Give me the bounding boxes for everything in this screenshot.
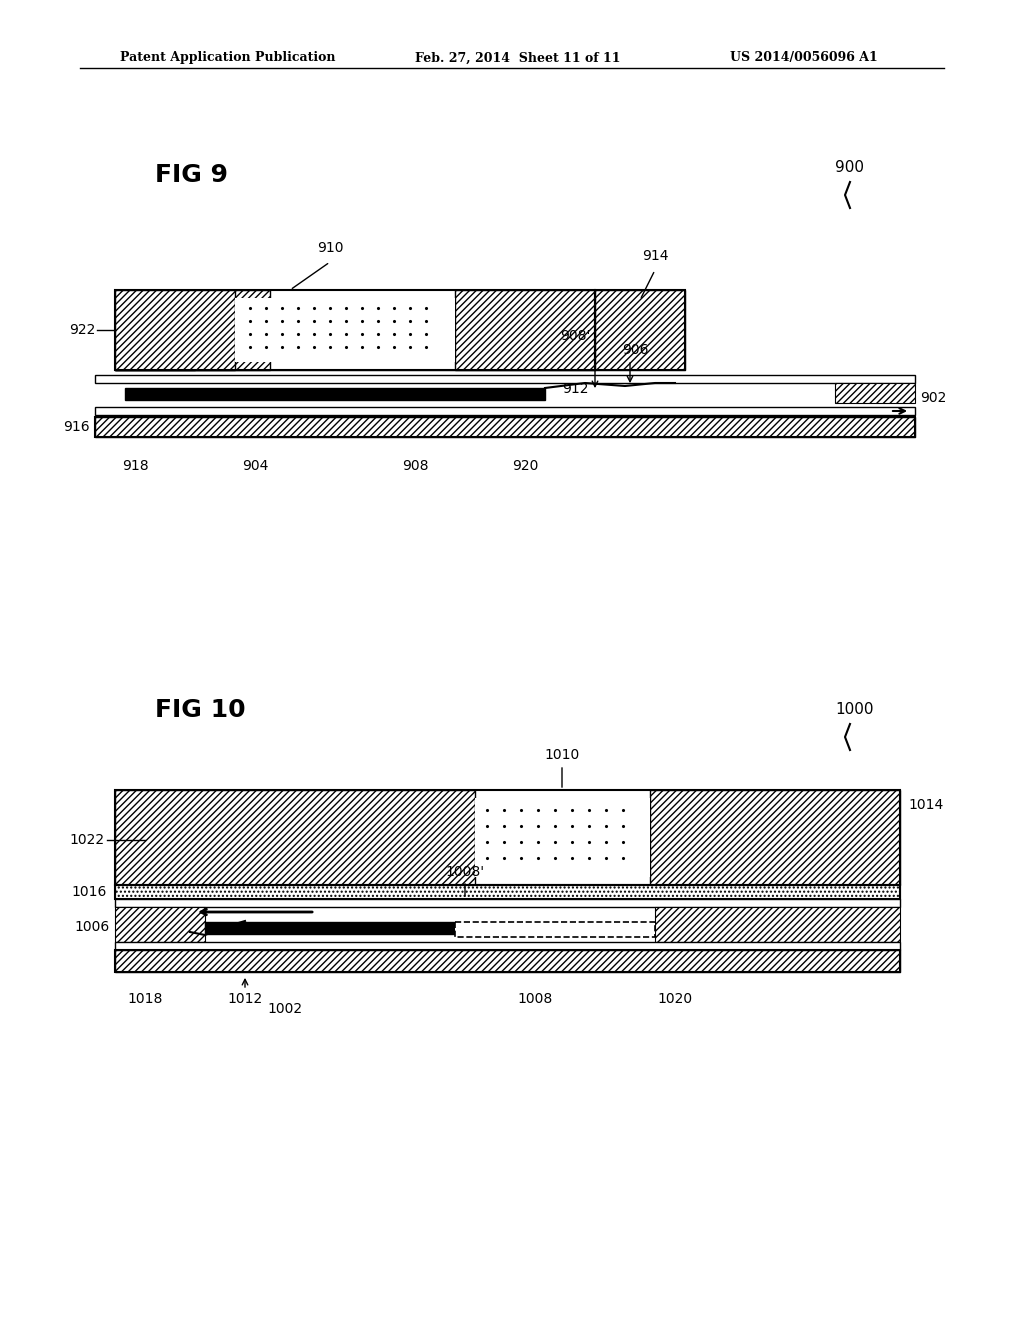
Text: 1022: 1022 — [70, 833, 105, 847]
Text: 1014: 1014 — [908, 799, 943, 812]
Bar — [115, 907, 205, 942]
Bar — [115, 950, 900, 972]
Text: 1008': 1008' — [445, 865, 484, 879]
Text: 1008: 1008 — [517, 993, 553, 1006]
Bar — [115, 899, 900, 907]
Text: 922: 922 — [69, 323, 95, 337]
Text: 920: 920 — [512, 459, 539, 473]
Text: 918: 918 — [122, 459, 148, 473]
Bar — [835, 383, 915, 403]
Bar — [595, 290, 685, 370]
Text: 1012: 1012 — [227, 993, 262, 1006]
Text: 900: 900 — [835, 161, 864, 176]
Text: FIG 9: FIG 9 — [155, 162, 228, 187]
Text: 1010: 1010 — [545, 748, 580, 762]
Bar — [95, 417, 915, 437]
Bar — [115, 950, 900, 972]
Bar — [205, 921, 455, 935]
Text: Patent Application Publication: Patent Application Publication — [120, 51, 336, 65]
Text: 1018: 1018 — [127, 993, 163, 1006]
Text: 1002: 1002 — [267, 1002, 302, 1016]
Bar — [595, 290, 685, 370]
Bar — [115, 884, 900, 899]
Bar — [115, 290, 195, 370]
Text: 910: 910 — [316, 242, 343, 255]
Text: FIG 10: FIG 10 — [155, 698, 246, 722]
Bar — [115, 290, 270, 370]
Text: 906: 906 — [622, 343, 648, 356]
Text: 1006: 1006 — [75, 920, 110, 935]
Bar — [475, 799, 650, 876]
Text: 1000: 1000 — [835, 702, 873, 718]
Text: 908': 908' — [560, 329, 590, 343]
Bar — [115, 290, 595, 370]
Text: 1020: 1020 — [657, 993, 692, 1006]
Text: 908: 908 — [401, 459, 428, 473]
Text: 916: 916 — [63, 420, 90, 434]
Bar — [95, 375, 915, 383]
Bar — [455, 921, 655, 937]
Bar — [655, 907, 900, 942]
Bar — [95, 407, 915, 414]
Text: Feb. 27, 2014  Sheet 11 of 11: Feb. 27, 2014 Sheet 11 of 11 — [415, 51, 621, 65]
Bar — [115, 789, 900, 884]
Bar — [234, 298, 455, 362]
Bar — [95, 417, 915, 437]
Bar — [115, 942, 900, 950]
Bar — [125, 388, 545, 400]
Bar — [455, 290, 595, 370]
Text: 902: 902 — [920, 391, 946, 405]
Text: 912: 912 — [562, 381, 588, 396]
Bar — [115, 884, 900, 899]
Text: 914: 914 — [642, 249, 669, 263]
Bar — [115, 290, 234, 370]
Bar — [650, 789, 900, 884]
Text: 904: 904 — [242, 459, 268, 473]
Text: 1016: 1016 — [72, 884, 106, 899]
Bar — [115, 789, 475, 884]
Text: US 2014/0056096 A1: US 2014/0056096 A1 — [730, 51, 878, 65]
